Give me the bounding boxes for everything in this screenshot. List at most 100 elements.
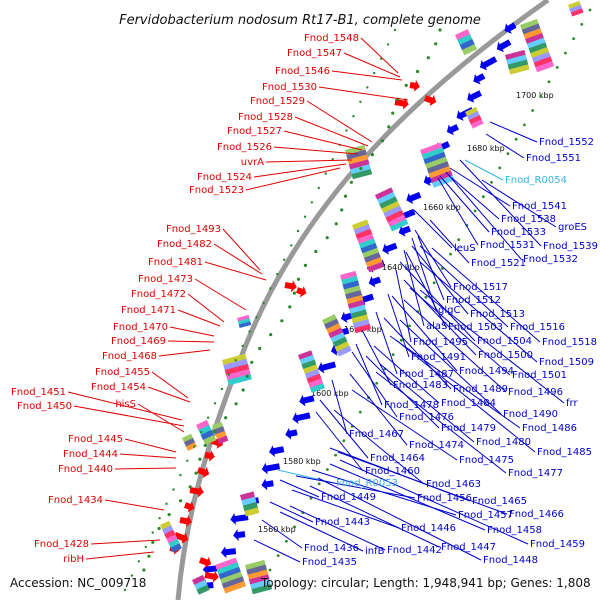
gene-arrow bbox=[204, 570, 219, 583]
ring-dot bbox=[268, 568, 272, 572]
ring-dot bbox=[262, 301, 265, 304]
ring-dot bbox=[269, 333, 273, 337]
ring-dot bbox=[280, 319, 284, 323]
left-leader-line bbox=[331, 70, 403, 81]
feature-block bbox=[245, 559, 273, 595]
ring-dot bbox=[572, 37, 575, 41]
ring-dot bbox=[241, 388, 245, 392]
kbp-tick-label: 1660 kbp bbox=[423, 203, 461, 212]
ring-dot bbox=[245, 374, 249, 378]
ring-dot bbox=[248, 330, 251, 333]
ring-dot bbox=[234, 402, 238, 406]
ring-dot bbox=[399, 338, 403, 342]
ring-dot bbox=[386, 43, 390, 46]
ring-dot bbox=[285, 539, 288, 543]
right-leader-line bbox=[319, 399, 369, 459]
right-gene-label: Fnod_1517 bbox=[453, 282, 508, 293]
right-gene-label: Fnod_1436 bbox=[304, 543, 359, 554]
gene-arrow bbox=[230, 512, 249, 525]
ring-dot bbox=[203, 443, 207, 447]
gene-arrow bbox=[299, 394, 315, 407]
feature-blocks bbox=[160, 0, 584, 595]
left-gene-label: Fnod_1493 bbox=[166, 224, 221, 235]
gene-arrow bbox=[220, 546, 237, 559]
ring-dot bbox=[481, 195, 485, 199]
right-gene-label: Fnod_1489 bbox=[453, 384, 508, 395]
left-leader-line bbox=[245, 167, 341, 191]
ring-dot bbox=[359, 100, 362, 104]
kbp-tick-label: 1680 kbp bbox=[467, 144, 505, 153]
ring-dot bbox=[213, 402, 217, 405]
right-gene-label: Fnod_1531 bbox=[480, 240, 535, 251]
ring-dot bbox=[317, 482, 321, 486]
left-leader-line bbox=[124, 438, 177, 453]
feature-block bbox=[374, 187, 409, 232]
topology-text: Topology: circular; Length: 1,948,941 bp… bbox=[260, 576, 591, 590]
ring-dot bbox=[514, 137, 518, 141]
ring-dot bbox=[296, 229, 300, 233]
right-gene-label: Fnod_1479 bbox=[441, 423, 496, 434]
gene-arrow bbox=[183, 501, 195, 513]
ring-dot bbox=[130, 574, 134, 577]
left-leader-line bbox=[147, 386, 191, 403]
right-gene-label: Fnod_1478 bbox=[384, 400, 439, 411]
left-gene-label: Fnod_1528 bbox=[238, 112, 293, 123]
kbp-tick-label: 1560 kbp bbox=[258, 525, 296, 534]
ring-dot bbox=[343, 194, 348, 198]
ring-dot bbox=[212, 429, 216, 434]
right-leader-line bbox=[431, 247, 541, 343]
right-leader-line bbox=[351, 351, 398, 418]
left-leader-line bbox=[194, 278, 247, 311]
right-gene-label: Fnod_1501 bbox=[512, 370, 567, 381]
ring-dot bbox=[380, 139, 384, 143]
right-gene-label: Fnod_1494 bbox=[459, 366, 514, 377]
right-leader-line bbox=[417, 235, 445, 301]
ring-dot bbox=[331, 158, 334, 161]
right-gene-label: Fnod_1477 bbox=[508, 468, 563, 479]
left-leader-line bbox=[114, 467, 177, 470]
kbp-tick-label: 1580 kbp bbox=[283, 457, 321, 466]
right-gene-label: frr bbox=[566, 398, 578, 409]
right-leader-line bbox=[333, 409, 425, 485]
left-gene-label: Fnod_1468 bbox=[102, 351, 157, 362]
right-gene-label: glgC bbox=[438, 305, 460, 316]
right-leader-line bbox=[419, 245, 509, 328]
right-leader-line bbox=[349, 373, 408, 446]
right-gene-label: Fnod_1458 bbox=[487, 525, 542, 536]
ring-dot bbox=[158, 517, 161, 520]
kbp-tick-label: 1640 kbp bbox=[382, 263, 420, 272]
right-leader-line bbox=[291, 489, 400, 529]
ring-dot bbox=[370, 153, 374, 157]
ring-dot bbox=[283, 258, 286, 261]
right-gene-labels: Fnod_1552 Fnod_1551 Fnod_R0054 Fnod_1541 Fno… bbox=[302, 137, 598, 568]
ring-dot bbox=[255, 316, 258, 319]
right-leader-line bbox=[409, 287, 511, 376]
right-gene-label: Fnod_1466 bbox=[509, 509, 564, 520]
right-leader-line bbox=[269, 501, 314, 523]
ring-dot bbox=[326, 468, 329, 471]
left-gene-label: Fnod_1526 bbox=[217, 142, 272, 153]
right-leader-line bbox=[489, 121, 538, 143]
left-gene-label: hisS bbox=[115, 399, 136, 410]
right-leader-line bbox=[449, 167, 511, 207]
right-gene-label: Fnod_R0054 bbox=[505, 175, 567, 186]
left-gene-label: Fnod_1471 bbox=[121, 305, 176, 316]
left-gene-label: Fnod_1434 bbox=[48, 495, 103, 506]
ring-dot bbox=[220, 387, 224, 391]
right-leader-line bbox=[279, 511, 364, 552]
left-leader-line bbox=[283, 130, 363, 151]
ring-dot bbox=[292, 291, 296, 295]
ring-dot bbox=[227, 373, 230, 376]
ring-dot bbox=[424, 295, 428, 299]
ring-dot bbox=[276, 272, 279, 276]
feature-block bbox=[455, 29, 478, 56]
gene-arrow bbox=[189, 485, 204, 498]
right-leader-line bbox=[399, 319, 502, 415]
ring-dot bbox=[415, 69, 420, 74]
gene-arrow bbox=[496, 39, 512, 53]
ring-dot bbox=[194, 471, 198, 475]
gene-arrow bbox=[467, 90, 482, 103]
ring-dot bbox=[506, 152, 510, 156]
